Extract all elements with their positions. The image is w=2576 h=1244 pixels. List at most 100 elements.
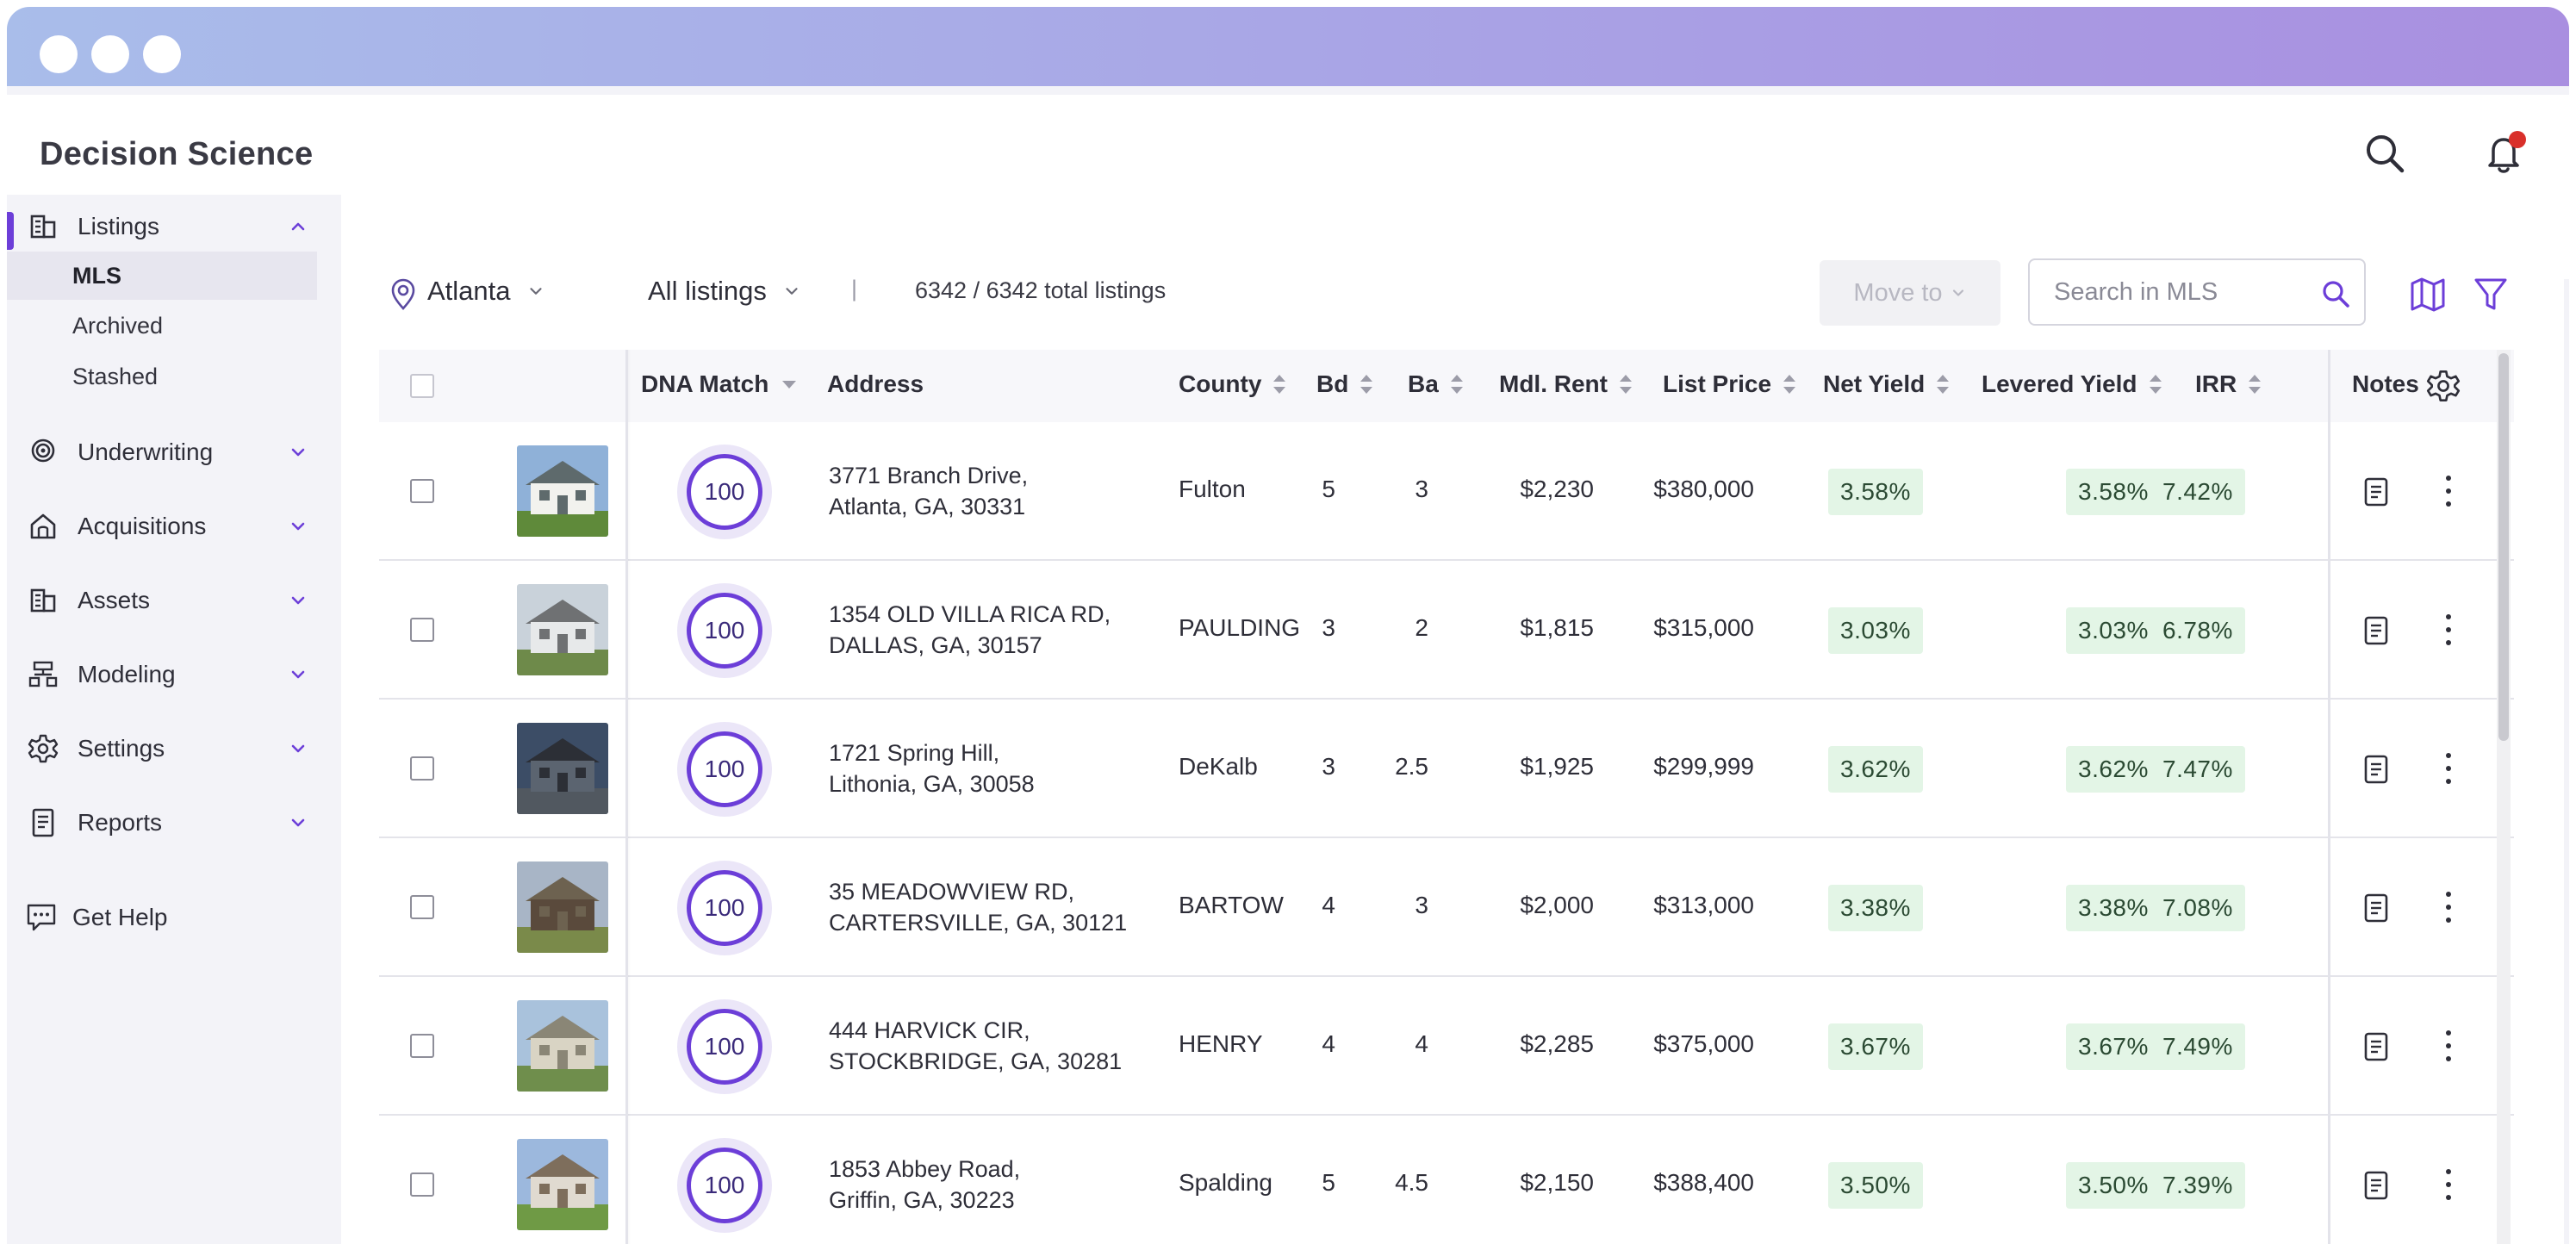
- row-more-options-icon[interactable]: [2443, 751, 2454, 786]
- window-control-minimize[interactable]: [91, 35, 129, 73]
- notes-icon[interactable]: [2364, 616, 2388, 645]
- sidebar-subitem-mls[interactable]: MLS: [7, 252, 317, 300]
- row-more-options-icon[interactable]: [2443, 890, 2454, 924]
- chevron-down-icon[interactable]: [288, 664, 308, 685]
- bathrooms-cell: 2: [1415, 614, 1428, 641]
- bathrooms-cell: 4: [1415, 1030, 1428, 1057]
- column-header-irr[interactable]: IRR: [2195, 370, 2262, 398]
- location-dropdown[interactable]: Atlanta: [427, 272, 545, 310]
- address-cell[interactable]: 1853 Abbey Road, Griffin, GA, 30223: [829, 1156, 1021, 1213]
- chevron-down-icon[interactable]: [288, 516, 308, 537]
- listing-filter-label: All listings: [648, 276, 767, 306]
- window-control-close[interactable]: [40, 35, 78, 73]
- row-checkbox[interactable]: [410, 756, 434, 781]
- move-to-button[interactable]: Move to: [1820, 260, 2000, 326]
- row-more-options-icon[interactable]: [2443, 1029, 2454, 1063]
- notes-icon[interactable]: [2364, 1171, 2388, 1200]
- column-settings-gear-icon[interactable]: [2426, 369, 2461, 403]
- row-checkbox[interactable]: [410, 479, 434, 503]
- table-row[interactable]: 100 3771 Branch Drive, Atlanta, GA, 3033…: [379, 422, 2514, 561]
- notes-icon[interactable]: [2364, 893, 2388, 923]
- sidebar-item-modeling[interactable]: Modeling: [7, 650, 341, 700]
- chevron-down-icon[interactable]: [288, 738, 308, 759]
- row-more-options-icon[interactable]: [2443, 613, 2454, 647]
- column-header-ba[interactable]: Ba: [1408, 370, 1463, 398]
- row-checkbox[interactable]: [410, 618, 434, 642]
- table-row[interactable]: 100 1853 Abbey Road, Griffin, GA, 30223 …: [379, 1116, 2514, 1244]
- address-cell[interactable]: 35 MEADOWVIEW RD, CARTERSVILLE, GA, 3012…: [829, 879, 1128, 936]
- irr-badge: 6.78%: [2150, 607, 2245, 654]
- property-thumbnail[interactable]: [517, 445, 608, 537]
- sidebar-item-listings[interactable]: Listings: [7, 202, 341, 252]
- sidebar-subitem-stashed[interactable]: Stashed: [7, 352, 317, 401]
- column-header-bd[interactable]: Bd: [1316, 370, 1373, 398]
- sidebar-subitem-archived[interactable]: Archived: [7, 302, 317, 350]
- column-header-mdl-rent[interactable]: Mdl. Rent: [1499, 370, 1632, 398]
- dna-match-score: 100: [677, 445, 772, 539]
- chevron-down-icon: [786, 288, 798, 295]
- address-cell[interactable]: 1721 Spring Hill, Lithonia, GA, 30058: [829, 740, 1035, 797]
- bell-icon[interactable]: [2478, 128, 2529, 179]
- sidebar-subitem-label: MLS: [72, 262, 121, 289]
- location-label: Atlanta: [427, 276, 511, 306]
- hierarchy-icon: [28, 661, 58, 687]
- chevron-down-icon[interactable]: [288, 442, 308, 463]
- sidebar-item-reports[interactable]: Reports: [7, 798, 341, 848]
- model-rent-cell: $1,925: [1520, 753, 1594, 780]
- property-thumbnail[interactable]: [517, 584, 608, 675]
- chevron-down-icon: [529, 288, 542, 295]
- notes-icon[interactable]: [2364, 1032, 2388, 1061]
- property-thumbnail[interactable]: [517, 861, 608, 953]
- list-price-cell: $315,000: [1653, 614, 1754, 641]
- net-yield-badge: 3.03%: [1828, 607, 1923, 654]
- sidebar-item-acquisitions[interactable]: Acquisitions: [7, 501, 341, 551]
- column-header-dna-match[interactable]: DNA Match: [641, 370, 797, 398]
- column-header-net-yield[interactable]: Net Yield: [1823, 370, 1950, 398]
- sidebar-item-assets[interactable]: Assets: [7, 575, 341, 625]
- chevron-down-icon[interactable]: [288, 590, 308, 611]
- row-more-options-icon[interactable]: [2443, 474, 2454, 508]
- address-cell[interactable]: 444 HARVICK CIR, STOCKBRIDGE, GA, 30281: [829, 1017, 1123, 1074]
- chevron-down-icon[interactable]: [288, 812, 308, 833]
- column-header-list-price[interactable]: List Price: [1663, 370, 1796, 398]
- property-thumbnail[interactable]: [517, 723, 608, 814]
- row-checkbox[interactable]: [410, 1172, 434, 1197]
- sidebar-item-underwriting[interactable]: Underwriting: [7, 427, 341, 477]
- address-cell[interactable]: 1354 OLD VILLA RICA RD, DALLAS, GA, 3015…: [829, 601, 1111, 658]
- net-yield-badge: 3.62%: [1828, 746, 1923, 793]
- row-more-options-icon[interactable]: [2443, 1167, 2454, 1202]
- bedrooms-cell: 3: [1322, 753, 1335, 780]
- window-control-maximize[interactable]: [143, 35, 181, 73]
- county-cell: DeKalb: [1179, 753, 1258, 780]
- map-icon[interactable]: [2409, 276, 2447, 314]
- get-help-link[interactable]: Get Help: [7, 893, 341, 942]
- property-thumbnail[interactable]: [517, 1000, 608, 1092]
- column-header-levered-yield[interactable]: Levered Yield: [1982, 370, 2162, 398]
- search-icon[interactable]: [2359, 128, 2411, 179]
- row-checkbox[interactable]: [410, 1034, 434, 1058]
- address-cell[interactable]: 3771 Branch Drive, Atlanta, GA, 30331: [829, 463, 1029, 519]
- notes-icon[interactable]: [2364, 477, 2388, 507]
- notes-icon[interactable]: [2364, 755, 2388, 784]
- property-thumbnail[interactable]: [517, 1139, 608, 1230]
- scrollbar-thumb[interactable]: [2498, 353, 2509, 741]
- select-all-checkbox[interactable]: [410, 374, 434, 398]
- model-rent-cell: $1,815: [1520, 614, 1594, 641]
- search-input[interactable]: [2054, 274, 2312, 310]
- table-row[interactable]: 100 444 HARVICK CIR, STOCKBRIDGE, GA, 30…: [379, 977, 2514, 1116]
- net-yield-badge: 3.67%: [1828, 1023, 1923, 1070]
- search-icon[interactable]: [2319, 277, 2352, 310]
- sidebar-item-settings[interactable]: Settings: [7, 724, 341, 774]
- table-row[interactable]: 100 35 MEADOWVIEW RD, CARTERSVILLE, GA, …: [379, 838, 2514, 977]
- table-row[interactable]: 100 1354 OLD VILLA RICA RD, DALLAS, GA, …: [379, 561, 2514, 700]
- chevron-up-icon[interactable]: [288, 216, 308, 237]
- get-help-label: Get Help: [72, 904, 168, 930]
- table-row[interactable]: 100 1721 Spring Hill, Lithonia, GA, 3005…: [379, 700, 2514, 838]
- sidebar-item-label: Acquisitions: [78, 513, 207, 539]
- row-checkbox[interactable]: [410, 895, 434, 919]
- column-header-address[interactable]: Address: [827, 370, 924, 397]
- column-header-county[interactable]: County: [1179, 370, 1286, 398]
- listing-filter-dropdown[interactable]: All listings: [648, 272, 801, 310]
- filter-icon[interactable]: [2473, 276, 2509, 314]
- irr-badge: 7.49%: [2150, 1023, 2245, 1070]
